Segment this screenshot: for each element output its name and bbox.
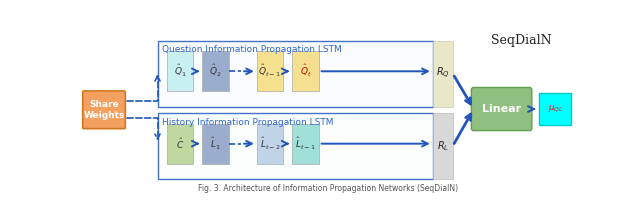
Text: $R_Q$: $R_Q$ — [436, 66, 450, 81]
Text: $\hat{L}_{t-1}$: $\hat{L}_{t-1}$ — [295, 136, 316, 152]
Text: $\hat{Q}_t$: $\hat{Q}_t$ — [300, 63, 312, 79]
Text: Fig. 3. Architecture of Information Propagation Networks (SeqDialN): Fig. 3. Architecture of Information Prop… — [198, 184, 458, 193]
Text: Question Information Propagation LSTM: Question Information Propagation LSTM — [162, 45, 342, 54]
Text: History Information Propagation LSTM: History Information Propagation LSTM — [162, 117, 333, 127]
Bar — [257, 51, 283, 91]
Bar — [167, 124, 193, 164]
Text: Linear: Linear — [482, 104, 521, 114]
Text: $R_L$: $R_L$ — [436, 139, 449, 153]
Text: $\mu_{QL}$: $\mu_{QL}$ — [548, 104, 563, 114]
Text: $\hat{C}$: $\hat{C}$ — [176, 136, 184, 151]
FancyBboxPatch shape — [83, 91, 125, 129]
Bar — [292, 124, 319, 164]
Text: $\hat{Q}_{t-1}$: $\hat{Q}_{t-1}$ — [259, 63, 282, 79]
Text: SeqDialN: SeqDialN — [492, 34, 552, 47]
Text: $\hat{Q}_1$: $\hat{Q}_1$ — [173, 63, 186, 79]
Bar — [257, 124, 283, 164]
Bar — [433, 113, 452, 179]
Text: Share
Weights: Share Weights — [83, 100, 125, 119]
FancyBboxPatch shape — [472, 87, 532, 131]
Bar — [539, 93, 572, 125]
Bar — [157, 113, 433, 179]
Bar — [292, 51, 319, 91]
Bar — [202, 51, 229, 91]
Text: $\hat{L}_1$: $\hat{L}_1$ — [211, 136, 221, 152]
Bar — [433, 40, 452, 107]
Bar — [157, 40, 433, 107]
Bar — [202, 124, 229, 164]
Text: $\hat{L}_{t-2}$: $\hat{L}_{t-2}$ — [259, 136, 280, 152]
Bar — [167, 51, 193, 91]
Text: $\hat{Q}_2$: $\hat{Q}_2$ — [209, 63, 222, 79]
